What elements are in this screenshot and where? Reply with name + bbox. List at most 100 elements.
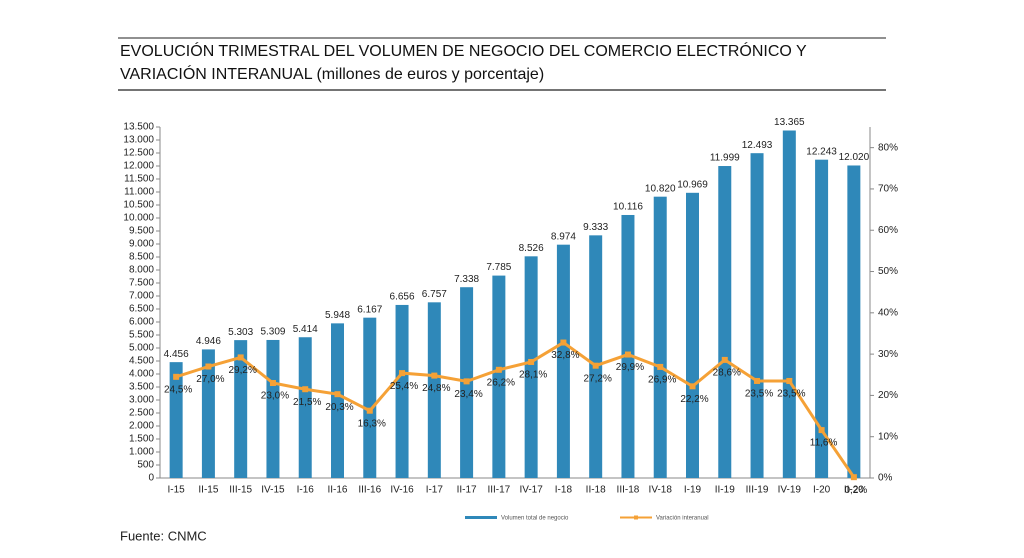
y2-tick-label: 50%	[878, 266, 898, 277]
bar-value-label: 11.999	[710, 153, 740, 164]
y-tick-label: 11.500	[124, 174, 154, 185]
bar	[556, 244, 570, 478]
bar	[815, 159, 829, 478]
y2-tick-label: 40%	[878, 307, 898, 318]
bar	[718, 166, 732, 478]
x-tick-label: III-17	[487, 485, 510, 496]
y-tick-label: 10.000	[123, 213, 154, 224]
line-value-label: 23,5%	[777, 389, 805, 400]
bar	[234, 340, 248, 478]
line-value-label: 21,5%	[293, 397, 321, 408]
y-tick-label: 3.000	[129, 395, 154, 406]
y2-tick-label: 0%	[878, 473, 893, 484]
bar-value-label: 12.243	[806, 146, 837, 157]
line	[175, 340, 856, 479]
y-tick-label: 5.500	[129, 330, 154, 341]
bar	[395, 304, 409, 478]
chart-title: VARIACIÓN INTERANUAL (millones de euros …	[120, 64, 544, 83]
line-marker	[754, 377, 761, 384]
y-tick-label: 11.000	[124, 187, 154, 198]
line-marker	[463, 378, 470, 385]
bar-value-label: 12.493	[742, 140, 773, 151]
y-tick-label: 3.500	[129, 382, 154, 393]
y-tick-label: 13.500	[123, 122, 154, 133]
bar	[266, 339, 280, 478]
line-marker	[366, 407, 373, 414]
line-marker	[528, 358, 535, 365]
bar	[427, 302, 441, 478]
x-tick-label: IV-17	[519, 485, 543, 496]
x-tick-label: III-18	[617, 485, 640, 496]
line-marker	[269, 380, 276, 387]
line-marker	[399, 370, 406, 377]
line-marker	[237, 354, 244, 361]
y-tick-label: 1.500	[129, 434, 154, 445]
bar-value-label: 6.757	[422, 289, 447, 300]
bar	[492, 275, 506, 478]
line-value-label: 16,3%	[358, 418, 386, 429]
bar-value-label: 13.365	[774, 117, 805, 128]
y-tick-label: 7.500	[129, 278, 154, 289]
line-marker	[624, 351, 631, 358]
bar	[169, 362, 183, 478]
y-tick-label: 2.000	[129, 421, 154, 432]
line-value-label: 29,2%	[229, 365, 257, 376]
y-tick-label: 500	[137, 460, 154, 471]
source: Fuente: CNMC	[120, 528, 207, 543]
line-value-label: 28,6%	[713, 368, 741, 379]
bar	[621, 214, 635, 478]
x-tick-label: II-15	[198, 485, 218, 496]
line-marker	[818, 427, 825, 434]
y2-tick-label: 60%	[878, 225, 898, 236]
bar-value-label: 8.974	[551, 231, 576, 242]
line-marker	[786, 377, 793, 384]
bar-value-label: 10.820	[645, 183, 676, 194]
y-tick-label: 12.500	[123, 148, 154, 159]
legend-label: Volumen total de negocio	[501, 516, 569, 522]
bar-value-label: 10.969	[677, 179, 708, 190]
x-tick-label: II-19	[715, 485, 735, 496]
line-marker	[173, 373, 180, 380]
line-marker	[560, 339, 567, 346]
line-marker	[205, 363, 212, 370]
bar-value-label: 5.948	[325, 310, 350, 321]
line-marker	[495, 366, 502, 373]
bar-value-label: 6.656	[390, 292, 415, 303]
legend-label: Variación interanual	[656, 516, 709, 522]
legend-marker	[634, 515, 638, 520]
bar-value-label: 4.946	[196, 336, 221, 347]
chart-title: EVOLUCIÓN TRIMESTRAL DEL VOLUMEN DE NEGO…	[120, 41, 807, 60]
y-tick-label: 9.000	[129, 239, 154, 250]
y-tick-label: 6.000	[129, 317, 154, 328]
line-value-label: 28,1%	[519, 370, 547, 381]
line-marker	[302, 386, 309, 393]
line-value-label: 26,9%	[648, 375, 676, 386]
x-tick-label: I-15	[168, 485, 186, 496]
line-value-label: 27,0%	[196, 374, 224, 385]
x-tick-label: II-20	[844, 485, 864, 496]
bar-value-label: 10.116	[613, 202, 643, 213]
line-value-label: 23,5%	[745, 389, 773, 400]
line-value-label: 29,9%	[616, 362, 644, 373]
y2-tick-label: 10%	[878, 431, 898, 442]
y2-tick-label: 30%	[878, 349, 898, 360]
line-value-label: 23,4%	[454, 389, 482, 400]
bar	[363, 317, 377, 478]
y-tick-label: 4.000	[129, 369, 154, 380]
bar-value-label: 7.785	[486, 262, 511, 273]
line-value-label: 20,3%	[325, 402, 353, 413]
x-tick-label: IV-19	[778, 485, 802, 496]
y-tick-label: 7.000	[129, 291, 154, 302]
y-tick-label: 1.000	[129, 447, 154, 458]
line-value-label: 27,2%	[584, 373, 612, 384]
x-tick-label: IV-15	[261, 485, 285, 496]
line-marker	[334, 391, 341, 398]
line-value-label: 0,2%	[844, 485, 867, 496]
x-tick-label: II-17	[457, 485, 477, 496]
x-tick-label: III-15	[229, 485, 252, 496]
x-tick-label: I-17	[426, 485, 444, 496]
x-tick-label: I-20	[813, 485, 831, 496]
bar	[298, 337, 312, 478]
bar-value-label: 7.338	[454, 274, 479, 285]
